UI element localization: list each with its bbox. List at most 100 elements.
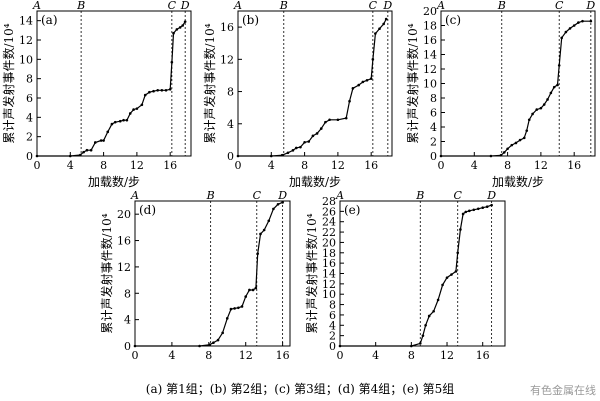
data-point xyxy=(589,19,593,23)
x-tick-label: 4 xyxy=(268,159,275,172)
data-point xyxy=(172,31,175,35)
y-tick-label: 0 xyxy=(329,340,336,353)
panel-label: (b) xyxy=(242,13,259,27)
x-tick-label: 0 xyxy=(34,159,41,172)
figure-caption: (a) 第1组；(b) 第2组；(c) 第3组；(d) 第4组；(e) 第5组 xyxy=(145,382,455,396)
data-point xyxy=(311,134,315,138)
y-tick-label: 16 xyxy=(423,34,437,47)
data-point xyxy=(468,209,471,213)
data-point xyxy=(514,141,518,145)
data-point xyxy=(365,78,369,82)
x-tick-label: 0 xyxy=(132,349,139,362)
y-tick-label: 18 xyxy=(423,20,437,33)
plot-frame xyxy=(237,10,393,157)
y-tick-label: 28 xyxy=(322,195,336,208)
data-point xyxy=(459,228,462,231)
data-point xyxy=(118,119,122,123)
y-axis-label: 累计声发射事件数/10⁴ xyxy=(304,213,319,333)
data-point xyxy=(344,116,348,120)
y-tick-label: 6 xyxy=(26,92,33,105)
data-series-line xyxy=(135,201,283,347)
y-tick-label: 8 xyxy=(430,92,437,105)
stage-marker-label: A xyxy=(436,0,445,12)
stage-marker-label: C xyxy=(555,0,564,12)
data-point xyxy=(421,334,425,337)
data-point xyxy=(560,36,564,40)
x-tick-label: 8 xyxy=(301,159,308,172)
data-point xyxy=(212,341,215,345)
stage-marker-label: A xyxy=(233,0,242,12)
x-tick-label: 4 xyxy=(471,159,478,172)
stage-marker-label: D xyxy=(585,0,595,12)
x-tick-label: 12 xyxy=(440,349,454,362)
x-tick-label: 16 xyxy=(276,349,290,362)
data-point xyxy=(328,118,331,122)
data-point xyxy=(110,122,114,126)
data-point xyxy=(178,26,182,29)
x-tick-label: 8 xyxy=(408,349,415,362)
data-point xyxy=(106,130,110,134)
data-point xyxy=(68,154,72,158)
y-tick-label: 4 xyxy=(430,121,437,134)
chart-panel: 0 4 8 12 16 0 4 8 12 16 A B C D (b) 累计声发射事件数/10⁴ 加载数/步 xyxy=(202,0,393,189)
data-point xyxy=(93,141,97,144)
y-tick-label: 16 xyxy=(117,235,131,248)
y-tick-label: 14 xyxy=(322,268,336,281)
stage-marker-label: C xyxy=(454,189,463,202)
y-tick-label: 2 xyxy=(329,330,336,343)
data-point xyxy=(378,27,381,31)
data-point xyxy=(472,208,476,212)
y-tick-label: 12 xyxy=(19,34,33,47)
data-point xyxy=(280,153,284,157)
data-point xyxy=(156,88,160,92)
data-point xyxy=(135,107,139,110)
chart-panel: 0 4 8 12 16 0 2 4 6 8 10 12 14 A B C D (a) 累计声发射事件数/10⁴ 加载数… xyxy=(1,0,192,189)
y-tick-label: 12 xyxy=(423,63,437,76)
panel-label: (c) xyxy=(445,13,461,27)
y-tick-label: 4 xyxy=(26,111,33,124)
x-tick-label: 12 xyxy=(534,159,548,172)
panel-label: (d) xyxy=(139,203,156,217)
data-series-line xyxy=(37,21,186,157)
x-tick-label: 16 xyxy=(364,159,378,172)
y-tick-label: 18 xyxy=(322,247,336,260)
data-point xyxy=(427,314,431,318)
data-point xyxy=(276,202,280,206)
y-tick-label: 0 xyxy=(26,150,33,163)
data-point xyxy=(256,252,260,256)
plot-frame xyxy=(339,200,506,347)
data-point xyxy=(267,219,271,223)
data-point xyxy=(82,150,85,154)
y-tick-label: 4 xyxy=(124,314,131,327)
stage-marker-label: B xyxy=(279,0,288,12)
data-point xyxy=(229,307,233,311)
y-tick-label: 16 xyxy=(322,257,336,270)
y-tick-label: 20 xyxy=(117,208,131,221)
data-point xyxy=(481,206,485,210)
data-point xyxy=(183,20,187,23)
data-point xyxy=(198,344,201,348)
data-point xyxy=(99,139,103,142)
y-axis-label: 累计声发射事件数/10⁴ xyxy=(1,23,16,143)
data-point xyxy=(441,283,444,287)
x-tick-label: 8 xyxy=(504,159,511,172)
data-point xyxy=(510,143,514,147)
plot-frame xyxy=(36,10,192,157)
y-tick-label: 22 xyxy=(322,226,336,239)
data-point xyxy=(133,344,137,348)
y-tick-label: 4 xyxy=(227,118,234,131)
data-point xyxy=(384,17,388,21)
data-point xyxy=(259,232,262,236)
y-axis-label: 累计声发射事件数/10⁴ xyxy=(99,213,114,333)
data-point xyxy=(236,154,240,158)
y-tick-label: 8 xyxy=(329,299,336,312)
data-point xyxy=(581,19,584,23)
x-tick-label: 16 xyxy=(476,349,490,362)
y-tick-label: 6 xyxy=(329,309,336,322)
stage-marker-label: A xyxy=(32,0,41,12)
data-point xyxy=(299,145,302,149)
data-point xyxy=(128,112,132,115)
data-point xyxy=(542,103,546,106)
